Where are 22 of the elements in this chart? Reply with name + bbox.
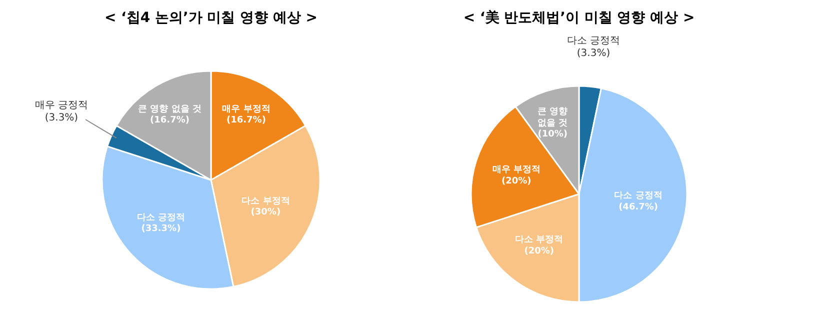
data-label: (16.7%): [150, 116, 190, 126]
data-label: (3.3%): [44, 112, 78, 124]
data-label: (30%): [250, 208, 281, 218]
slice-label: 다소 긍정적: [614, 191, 662, 202]
slice-label: 매우 부정적: [492, 165, 540, 176]
data-label: (33.3%): [141, 224, 181, 234]
data-label: (20%): [524, 246, 554, 256]
slice-label: 다소 부정적: [242, 196, 290, 206]
slice-label: 다소 긍정적: [566, 36, 620, 47]
slice-label: 다소 긍정적: [136, 212, 186, 223]
slice-label: 다소 부정적: [515, 235, 564, 246]
data-label: (10%): [538, 130, 568, 140]
slice-label: 매우 긍정적: [34, 100, 88, 111]
data-label: (16.7%): [226, 116, 266, 126]
data-label: (3.3%): [576, 48, 610, 60]
data-label: (20%): [502, 176, 532, 186]
slice-label: 큰 영향 없을 것: [138, 104, 202, 114]
slice-label: 큰 영향 없을 것: [538, 107, 568, 128]
slice-label: 매우 부정적: [222, 104, 270, 114]
chart-title: < ‘칩4 논의’가 미칠 영향 예상 >: [104, 10, 318, 26]
data-label: (46.7%): [618, 202, 658, 212]
chart-title: < ‘美 반도체법’이 미칠 영향 예상 >: [463, 9, 695, 26]
